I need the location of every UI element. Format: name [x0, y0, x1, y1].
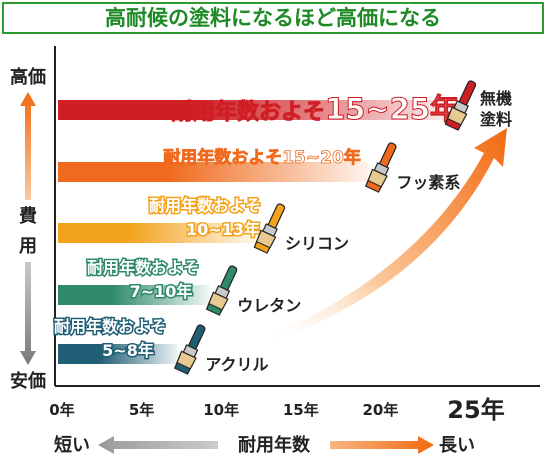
paintbrush-icon [365, 142, 397, 193]
x-left-label: 短い [54, 434, 90, 456]
range-value: 10~13年 [186, 220, 260, 239]
x-tick-label: 10年 [203, 401, 239, 419]
paintbrush-icon [444, 80, 477, 131]
paintbrush-icon [174, 324, 206, 375]
x-tick-label: 5年 [129, 401, 154, 419]
y-top-label: 高価 [10, 66, 46, 88]
y-middle-label: 費用 [19, 205, 37, 257]
range-label: 耐用年数およそ15~25年 [171, 92, 459, 126]
series-name: 無機塗料 [480, 89, 512, 129]
chart-title: 高耐候の塗料になるほど高価になる [105, 6, 441, 30]
range-label: 耐用年数およそ [54, 317, 166, 336]
x-axis-title: 耐用年数 [238, 434, 311, 456]
bar [58, 285, 210, 305]
x-tick-label: 15年 [283, 401, 319, 419]
chart-title-box: 高耐候の塗料になるほど高価になる [2, 2, 544, 34]
y-middle-label-bg [17, 200, 39, 262]
x-right-label: 長い [439, 435, 475, 456]
x-tick-label: 0年 [49, 401, 74, 419]
range-value: 7~10年 [130, 282, 193, 301]
series-name: ウレタン [237, 296, 301, 315]
series-name: シリコン [285, 234, 349, 253]
paintbrush-icon [205, 265, 238, 316]
bar [58, 162, 369, 182]
range-label: 耐用年数およそ15~20年 [163, 147, 361, 168]
y-bottom-label: 安価 [10, 370, 46, 392]
range-label: 耐用年数およそ [149, 196, 261, 215]
range-label: 耐用年数およそ [87, 258, 199, 277]
bar [58, 223, 257, 243]
x-label-bg [218, 432, 330, 458]
series-name: アクリル [205, 355, 268, 374]
x-tick-label: 25年 [447, 396, 504, 424]
paintbrush-icon [253, 203, 286, 254]
trend-arrow [262, 128, 507, 344]
series-name: フッ素系 [396, 173, 460, 192]
bar [58, 344, 178, 364]
x-tick-label: 20年 [362, 401, 398, 419]
bar [58, 100, 448, 120]
range-value: 5~8年 [102, 341, 154, 360]
